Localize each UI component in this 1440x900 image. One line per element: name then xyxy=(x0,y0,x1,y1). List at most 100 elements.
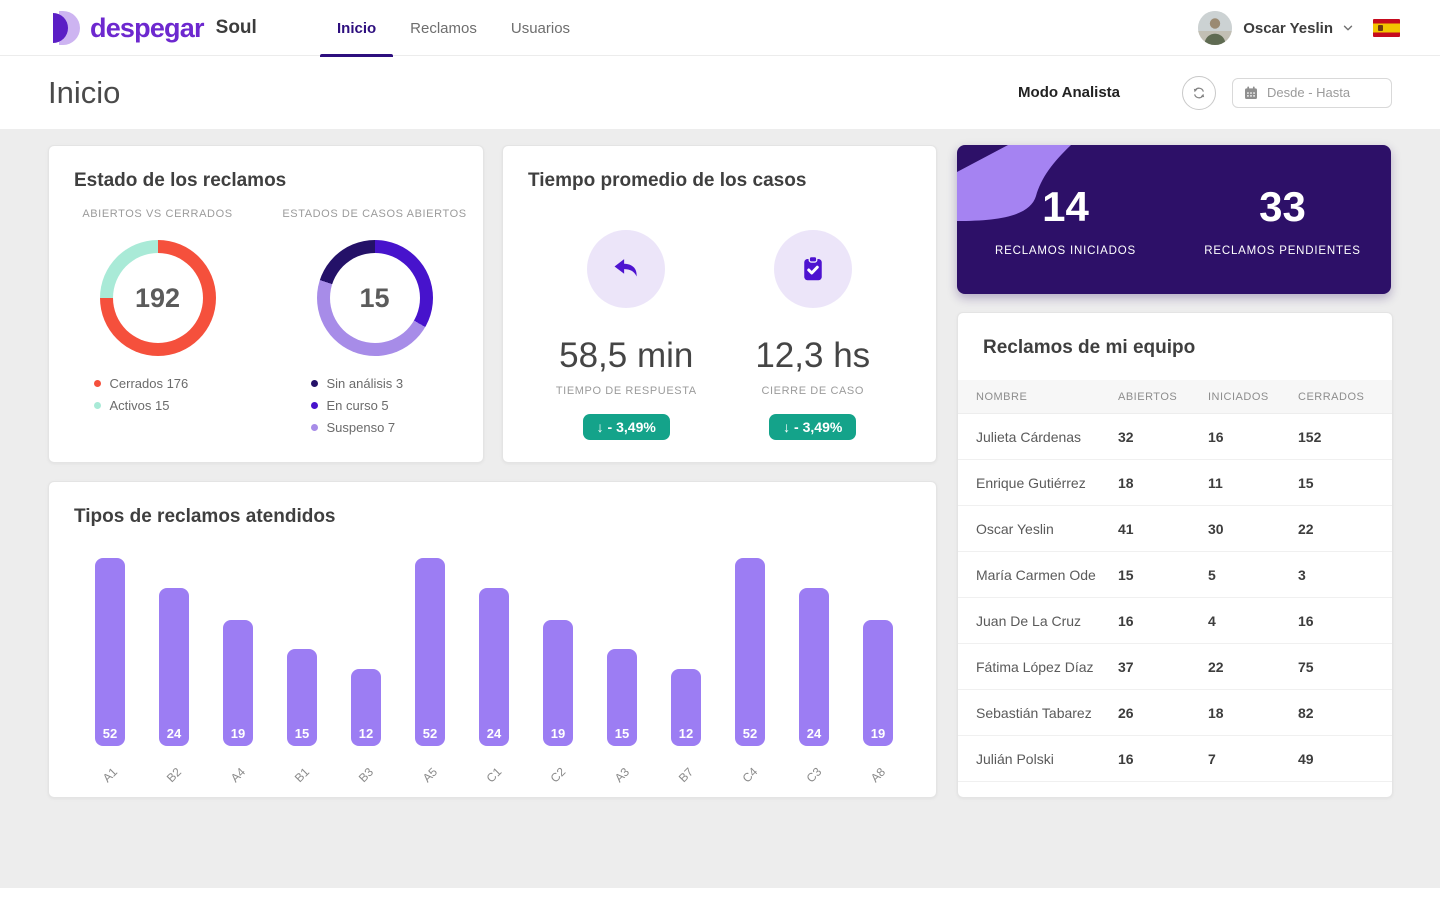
bar[interactable]: 12 xyxy=(671,669,701,746)
bar-column: 52 A1 xyxy=(95,558,125,785)
stat-label: RECLAMOS PENDIENTES xyxy=(1204,245,1361,257)
table-row[interactable]: Julieta Cárdenas 32 16 152 xyxy=(958,414,1392,460)
metric-tiempo-respuesta: 58,5 min TIEMPO DE RESPUESTA ↓ - 3,49% xyxy=(533,230,720,440)
stat-value: 33 xyxy=(1259,183,1306,230)
bar[interactable]: 12 xyxy=(351,669,381,746)
card-title: Tipos de reclamos atendidos xyxy=(74,506,336,527)
bar-column: 24 C3 xyxy=(799,558,829,785)
clipboard-check-icon xyxy=(804,255,822,281)
bar-column: 12 B3 xyxy=(351,558,381,785)
bar[interactable]: 24 xyxy=(799,588,829,746)
donut-chart-abiertos-cerrados: 192 xyxy=(99,240,216,356)
trend-badge: ↓ - 3,49% xyxy=(582,414,670,440)
bar[interactable]: 52 xyxy=(735,558,765,746)
bar-value-label: 19 xyxy=(870,726,886,741)
abiertos-count: 15 xyxy=(1118,566,1134,583)
header-controls: Modo Analista Desde - Hast xyxy=(1018,75,1392,110)
member-name: María Carmen Ode xyxy=(976,566,1096,583)
user-menu[interactable]: Oscar Yeslin xyxy=(1198,0,1400,56)
abiertos-count: 16 xyxy=(1118,750,1134,767)
icon-circle xyxy=(587,230,666,308)
stat-reclamos-pendientes: 33 RECLAMOS PENDIENTES xyxy=(1174,145,1391,294)
member-name: Fátima López Díaz xyxy=(976,658,1094,675)
legend-dot xyxy=(310,424,318,431)
bar-value-label: 52 xyxy=(102,726,118,741)
nav-item-inicio[interactable]: Inicio xyxy=(320,0,394,57)
table-row[interactable]: Fátima López Díaz 37 22 75 xyxy=(958,644,1392,690)
calendar-icon xyxy=(1245,86,1257,99)
bar[interactable]: 15 xyxy=(287,649,317,746)
bar-value-label: 12 xyxy=(678,726,694,741)
member-name: Enrique Gutiérrez xyxy=(976,474,1086,491)
table-row[interactable]: Enrique Gutiérrez 18 11 15 xyxy=(958,460,1392,506)
cerrados-count: 16 xyxy=(1298,612,1314,629)
iniciados-count: 5 xyxy=(1208,566,1216,583)
table-row[interactable]: Julián Polski 16 7 49 xyxy=(958,736,1392,782)
iniciados-count: 18 xyxy=(1208,704,1224,721)
legend-label: Activos 15 xyxy=(109,398,170,413)
refresh-button[interactable] xyxy=(1182,75,1216,110)
abiertos-count: 26 xyxy=(1118,704,1134,721)
bar[interactable]: 52 xyxy=(95,558,125,746)
table-body: Julieta Cárdenas 32 16 152 Enrique Gutiérrez… xyxy=(958,414,1392,782)
brand-name: despegar xyxy=(90,12,204,43)
bar-value-label: 12 xyxy=(358,726,374,741)
bar[interactable]: 19 xyxy=(223,620,253,746)
page-header: Inicio Modo Analista xyxy=(0,56,1440,129)
nav-item-usuarios[interactable]: Usuarios xyxy=(494,0,587,56)
chevron-down-icon[interactable] xyxy=(1341,21,1355,35)
sync-icon xyxy=(1193,87,1205,98)
abiertos-count: 32 xyxy=(1118,428,1134,445)
card-tiempo-promedio: Tiempo promedio de los casos 58,5 min TI… xyxy=(502,145,937,463)
date-range-placeholder: Desde - Hasta xyxy=(1267,85,1351,100)
table-row[interactable]: Juan De La Cruz 16 4 16 xyxy=(958,598,1392,644)
bar-value-label: 15 xyxy=(614,726,630,741)
card-reclamos-resumen: 14 RECLAMOS INICIADOS 33 RECLAMOS PENDIE… xyxy=(957,145,1391,294)
bar-category-label: B2 xyxy=(163,764,185,786)
bar-category-label: B7 xyxy=(675,764,697,786)
bar-chart: 52 A1 24 B2 19 A4 15 B1 12 B3 52 A5 24 C1 19 C2 15 A3 12 B7… xyxy=(95,558,893,785)
date-range-input[interactable]: Desde - Hasta xyxy=(1232,77,1392,108)
bar-column: 19 C2 xyxy=(543,558,573,785)
brand[interactable]: despegar Soul xyxy=(46,0,257,56)
bar-column: 24 C1 xyxy=(479,558,509,785)
bar[interactable]: 15 xyxy=(607,649,637,746)
bar-category-label: B3 xyxy=(355,764,377,786)
iniciados-count: 4 xyxy=(1208,612,1216,629)
table-row[interactable]: Sebastián Tabarez 26 18 82 xyxy=(958,690,1392,736)
bar[interactable]: 19 xyxy=(543,620,573,746)
table-row[interactable]: Oscar Yeslin 41 30 22 xyxy=(958,506,1392,552)
avatar[interactable] xyxy=(1198,11,1233,45)
legend-item: Cerrados 176 xyxy=(93,376,188,391)
legend-dot xyxy=(310,380,318,387)
nav-item-reclamos[interactable]: Reclamos xyxy=(393,0,494,56)
bar-value-label: 24 xyxy=(486,726,502,741)
metric-value: 58,5 min xyxy=(559,336,694,375)
bar-value-label: 24 xyxy=(806,726,822,741)
stat-label: RECLAMOS INICIADOS xyxy=(995,245,1136,257)
bar-column: 19 A8 xyxy=(863,558,893,785)
reply-arrow-icon xyxy=(614,259,637,277)
cerrados-count: 75 xyxy=(1298,658,1314,675)
despegar-logo-icon xyxy=(46,9,84,47)
card-title: Reclamos de mi equipo xyxy=(983,337,1196,358)
cerrados-count: 3 xyxy=(1298,566,1306,583)
bar-category-label: A5 xyxy=(419,764,441,786)
chart-subtitle: ESTADOS DE CASOS ABIERTOS xyxy=(282,208,467,220)
bar[interactable]: 24 xyxy=(159,588,189,746)
spain-flag-icon[interactable] xyxy=(1373,19,1400,37)
trend-badge: ↓ - 3,49% xyxy=(769,414,857,440)
legend-item: En curso 5 xyxy=(310,398,389,413)
cerrados-count: 22 xyxy=(1298,520,1314,537)
bar-column: 15 A3 xyxy=(607,558,637,785)
card-reclamos-equipo: Reclamos de mi equipo NOMBRE ABIERTOS IN… xyxy=(957,312,1393,798)
bar-column: 52 A5 xyxy=(415,558,445,785)
bar[interactable]: 52 xyxy=(415,558,445,746)
bar[interactable]: 19 xyxy=(863,620,893,746)
abiertos-count: 16 xyxy=(1118,612,1134,629)
member-name: Julieta Cárdenas xyxy=(976,428,1082,445)
card-tipos-reclamos: Tipos de reclamos atendidos 52 A1 24 B2 19 A4… xyxy=(48,481,937,798)
bar[interactable]: 24 xyxy=(479,588,509,746)
table-row[interactable]: María Carmen Ode 15 5 3 xyxy=(958,552,1392,598)
iniciados-count: 16 xyxy=(1208,428,1224,445)
